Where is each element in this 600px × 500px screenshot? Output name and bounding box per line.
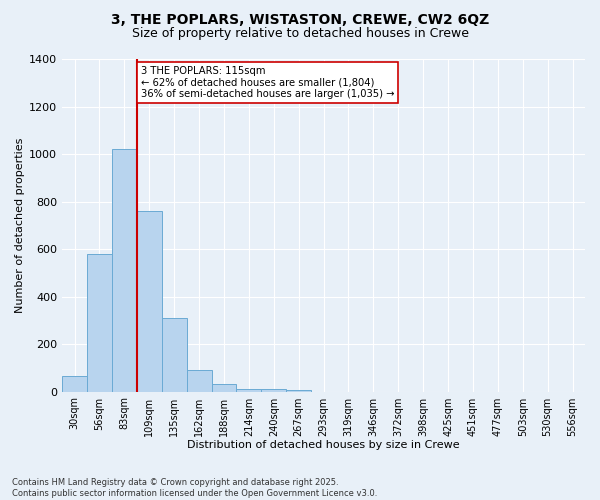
Bar [286, 390, 311, 392]
Bar [262, 389, 286, 392]
Text: 3 THE POPLARS: 115sqm
← 62% of detached houses are smaller (1,804)
36% of semi-d: 3 THE POPLARS: 115sqm ← 62% of detached … [140, 66, 394, 100]
Text: 3, THE POPLARS, WISTASTON, CREWE, CW2 6QZ: 3, THE POPLARS, WISTASTON, CREWE, CW2 6Q… [111, 12, 489, 26]
Bar [187, 370, 212, 392]
Bar [112, 150, 137, 392]
Bar [137, 211, 162, 392]
Bar [62, 376, 87, 392]
Text: Contains HM Land Registry data © Crown copyright and database right 2025.
Contai: Contains HM Land Registry data © Crown c… [12, 478, 377, 498]
Bar [87, 254, 112, 392]
Bar [236, 389, 262, 392]
Bar [212, 384, 236, 392]
Text: Size of property relative to detached houses in Crewe: Size of property relative to detached ho… [131, 28, 469, 40]
Bar [162, 318, 187, 392]
Y-axis label: Number of detached properties: Number of detached properties [15, 138, 25, 313]
X-axis label: Distribution of detached houses by size in Crewe: Distribution of detached houses by size … [187, 440, 460, 450]
